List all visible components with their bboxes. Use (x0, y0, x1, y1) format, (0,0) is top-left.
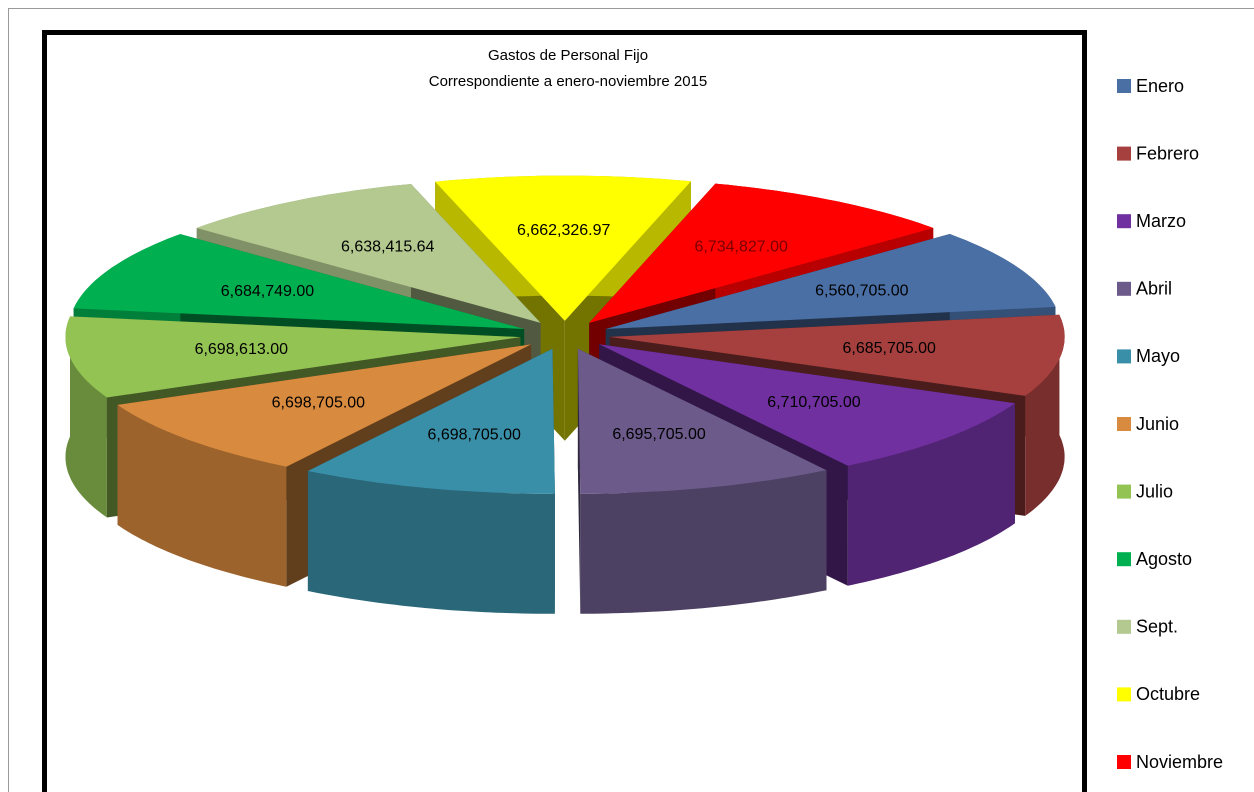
legend-swatch (1117, 687, 1131, 702)
legend-label: Enero (1136, 76, 1184, 96)
legend-label: Agosto (1136, 549, 1192, 569)
data-label: 6,698,705.00 (272, 395, 366, 412)
outer-border (8, 8, 1254, 792)
slice-wall (307, 471, 555, 614)
legend-swatch (1117, 552, 1131, 567)
legend-label: Abril (1136, 279, 1172, 299)
data-label: 6,684,749.00 (221, 283, 315, 300)
slice-wall (580, 470, 827, 614)
data-label: 6,638,415.64 (341, 239, 435, 256)
legend-label: Junio (1136, 414, 1179, 434)
slice-top (117, 344, 532, 467)
legend-swatch (1117, 755, 1131, 769)
legend-swatch (1117, 79, 1131, 93)
slice-wall (65, 316, 107, 518)
legend-label: Sept. (1136, 617, 1178, 637)
data-label: 6,698,705.00 (428, 426, 522, 443)
legend-label: Marzo (1136, 211, 1186, 231)
legend-swatch (1117, 484, 1131, 499)
legend-label: Mayo (1136, 346, 1180, 366)
slice-top (577, 348, 827, 494)
slice-top (605, 234, 1056, 329)
data-label: 6,698,613.00 (195, 341, 289, 358)
slice-wall (847, 403, 1015, 586)
data-label: 6,560,705.00 (815, 282, 909, 299)
chart-title: Gastos de Personal Fijo (488, 47, 648, 64)
data-label: 6,710,705.00 (767, 394, 861, 411)
data-label: 6,662,326.97 (517, 222, 611, 239)
data-label: 6,695,705.00 (612, 426, 706, 443)
slice-top (589, 183, 934, 323)
slice-top (73, 234, 525, 329)
legend-swatch (1117, 214, 1131, 229)
legend-swatch (1117, 146, 1131, 161)
legend-swatch (1117, 417, 1131, 431)
slice: 6,695,705.00 (577, 348, 827, 614)
legend-label: Julio (1136, 481, 1173, 501)
slice: 6,698,705.00 (307, 348, 555, 614)
slice-wall (117, 404, 287, 587)
slice-top (599, 344, 1015, 466)
legend-swatch (1117, 619, 1131, 634)
legend-swatch (1117, 281, 1131, 296)
slice-top (435, 175, 691, 321)
slice-top (65, 316, 521, 398)
data-label: 6,685,705.00 (842, 340, 936, 357)
chart-subtitle: Correspondiente a enero-noviembre 2015 (429, 73, 708, 90)
legend-swatch (1117, 349, 1131, 364)
slice-top (307, 348, 555, 494)
slice-wall (1025, 314, 1065, 516)
data-label: 6,734,827.00 (695, 238, 789, 255)
slice-top (196, 184, 541, 323)
legend-label: Febrero (1136, 143, 1199, 163)
legend-label: Noviembre (1136, 752, 1223, 772)
legend-label: Octubre (1136, 684, 1200, 704)
slice-side (577, 348, 581, 614)
slice-top (609, 314, 1065, 396)
